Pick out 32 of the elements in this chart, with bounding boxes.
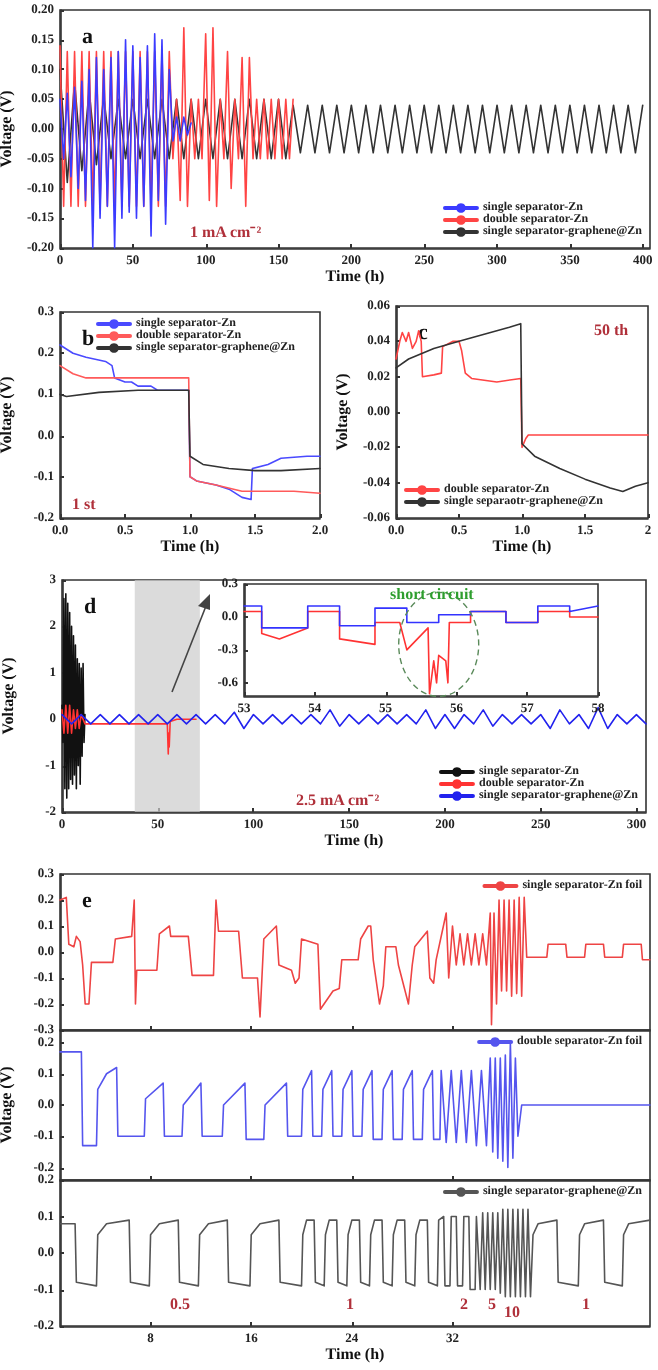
x-axis-title: Time (h)	[160, 537, 221, 555]
annotation: 10	[504, 1303, 520, 1321]
annotation: 5	[488, 1295, 496, 1313]
annotation: 1	[346, 1295, 354, 1313]
annotation: short circuit	[390, 585, 475, 603]
y-axis-title: Voltage (V)	[0, 89, 15, 168]
y-axis-title: Voltage (V)	[0, 375, 15, 454]
annotation: 50 th	[594, 321, 630, 339]
line-series	[243, 605, 599, 629]
annotation: 2	[460, 1295, 468, 1313]
line-series	[59, 1208, 651, 1298]
line-series	[59, 33, 192, 249]
annotation: 0.5	[170, 1295, 190, 1313]
text: b	[82, 327, 95, 351]
x-axis-title: Time (h)	[324, 831, 385, 849]
x-axis-title: Time (h)	[492, 537, 553, 555]
line-series	[61, 704, 197, 755]
text: d	[84, 595, 97, 619]
annotation: 1 st	[72, 495, 97, 513]
y-axis-title: Voltage (V)	[0, 656, 17, 735]
line-series	[61, 706, 647, 730]
annotation: 1 mA cm⁻²	[190, 223, 263, 241]
text: a	[82, 25, 94, 49]
line-series	[61, 593, 86, 799]
x-axis-title: Time (h)	[325, 267, 386, 285]
annotation: 2.5 mA cm⁻²	[296, 791, 381, 809]
line-series	[59, 896, 651, 1026]
y-axis-title: Voltage (V)	[333, 372, 351, 451]
annotation: 1	[582, 1295, 590, 1313]
x-axis-title: Time (h)	[325, 1345, 386, 1363]
y-axis-title: Voltage (V)	[0, 1065, 15, 1144]
text: e	[82, 889, 92, 913]
